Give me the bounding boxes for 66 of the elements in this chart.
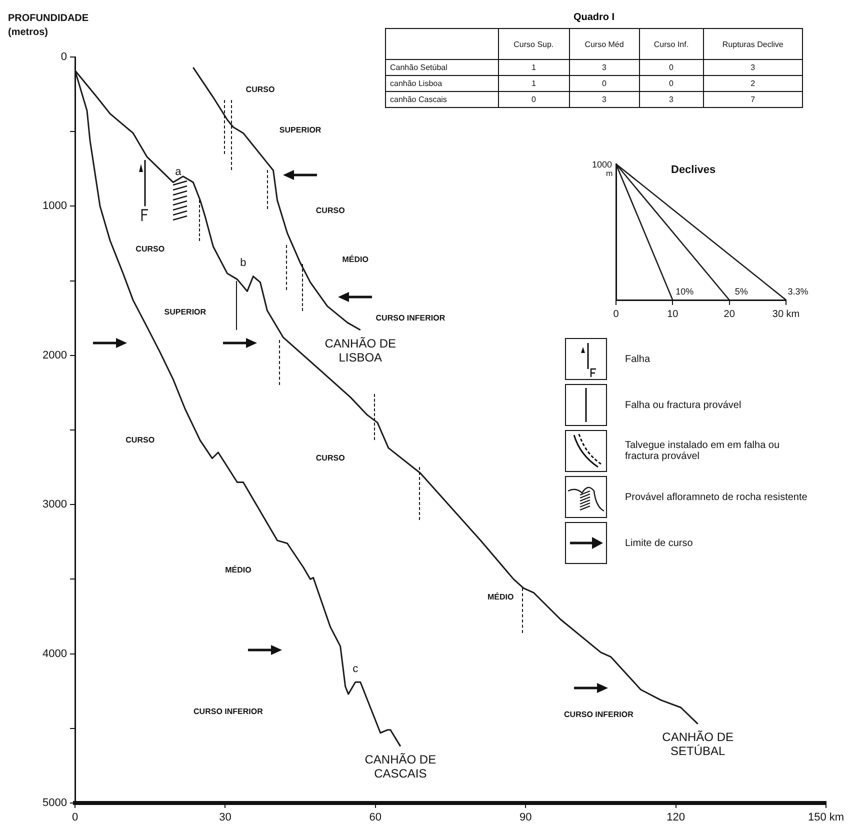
annotation: Provável afloramneto de rocha resistente	[625, 492, 808, 502]
y-tick-label: Canhão Setúbal	[386, 60, 498, 76]
x-tick-label: Rupturas Declive	[703, 28, 802, 60]
data-label: 3	[569, 60, 640, 76]
data-label: 0	[639, 76, 704, 92]
x-tick-label: 10	[667, 308, 679, 320]
annotation: CURSO	[246, 85, 275, 94]
data-label: 0	[498, 92, 570, 108]
x-tick-label: Curso Sup.	[498, 28, 570, 60]
annotation: CURSO INFERIOR	[376, 313, 446, 322]
y-tick-label: canhão Cascais	[386, 92, 498, 108]
x-tick-label: 0	[72, 812, 78, 824]
y-tick-label: canhão Lisboa	[386, 76, 498, 92]
y-tick-label: 5000	[42, 797, 67, 810]
annotation: CURSO	[316, 206, 345, 215]
annotation: MÉDIO	[225, 564, 252, 574]
annotation: CURSO	[316, 454, 345, 463]
data-label: 3	[569, 92, 640, 108]
annotation: Talvegue instalado em em falha ou fractura provável	[625, 440, 781, 462]
y-axis-title: PROFUNDIDADE (metros)	[8, 12, 90, 40]
annotation: 10%	[676, 286, 694, 296]
annotation: CURSO	[126, 436, 155, 445]
data-label: 2	[703, 76, 802, 92]
x-tick-label: 30 km	[772, 308, 800, 320]
annotation: SUPERIOR	[279, 125, 322, 134]
annotation: Falha	[625, 354, 652, 364]
annotation: c	[352, 662, 359, 675]
y-tick-label: 2000	[42, 349, 67, 362]
annotation: CURSO	[136, 244, 165, 254]
data-label: 0	[639, 60, 704, 76]
y-tick-label: 3000	[42, 498, 67, 511]
annotation: 1000	[592, 159, 612, 170]
annotation: MÉDIO	[342, 254, 368, 264]
annotation: SUPERIOR	[164, 307, 206, 316]
data-label: 7	[703, 92, 802, 108]
y-axis-title: m	[606, 169, 613, 178]
x-tick-label: Curso Inf.	[639, 28, 704, 60]
y-tick-label: 1000	[42, 200, 67, 212]
data-label: 3	[703, 60, 802, 76]
annotation: Falha ou fractura provável	[625, 400, 742, 410]
x-tick-label: 20	[724, 308, 736, 320]
annotation: a	[175, 166, 182, 178]
data-label: 1	[498, 60, 570, 76]
annotation: 5%	[734, 286, 748, 296]
data-label: 1	[498, 76, 570, 92]
x-tick-label: 0	[613, 308, 620, 320]
series-label: CANHÃO DE CASCAIS	[364, 752, 436, 781]
x-tick-label: 30	[219, 812, 232, 824]
x-tick-label: 120	[666, 812, 685, 824]
y-tick-label: 4000	[42, 648, 67, 660]
x-tick-label: Curso Méd	[569, 28, 640, 60]
x-tick-label: 90	[519, 812, 532, 824]
chart-title: Declives	[671, 164, 716, 176]
chart-title: Quadro I	[572, 12, 616, 23]
annotation: MÉDIO	[487, 591, 514, 602]
x-tick-label: 150 km	[808, 812, 844, 824]
series-label: CANHÃO DE LISBOA	[324, 336, 396, 364]
annotation: CURSO INFERIOR	[194, 707, 264, 716]
annotation: CURSO INFERIOR	[564, 710, 634, 720]
series-label: CANHÃO DE SETÚBAL	[662, 730, 734, 758]
annotation: 3.3%	[788, 286, 808, 296]
annotation: Limite de curso	[625, 538, 694, 548]
annotation: b	[240, 256, 246, 269]
data-label: 0	[569, 76, 640, 92]
x-tick-label: 60	[369, 812, 382, 824]
data-label: 3	[639, 92, 704, 108]
